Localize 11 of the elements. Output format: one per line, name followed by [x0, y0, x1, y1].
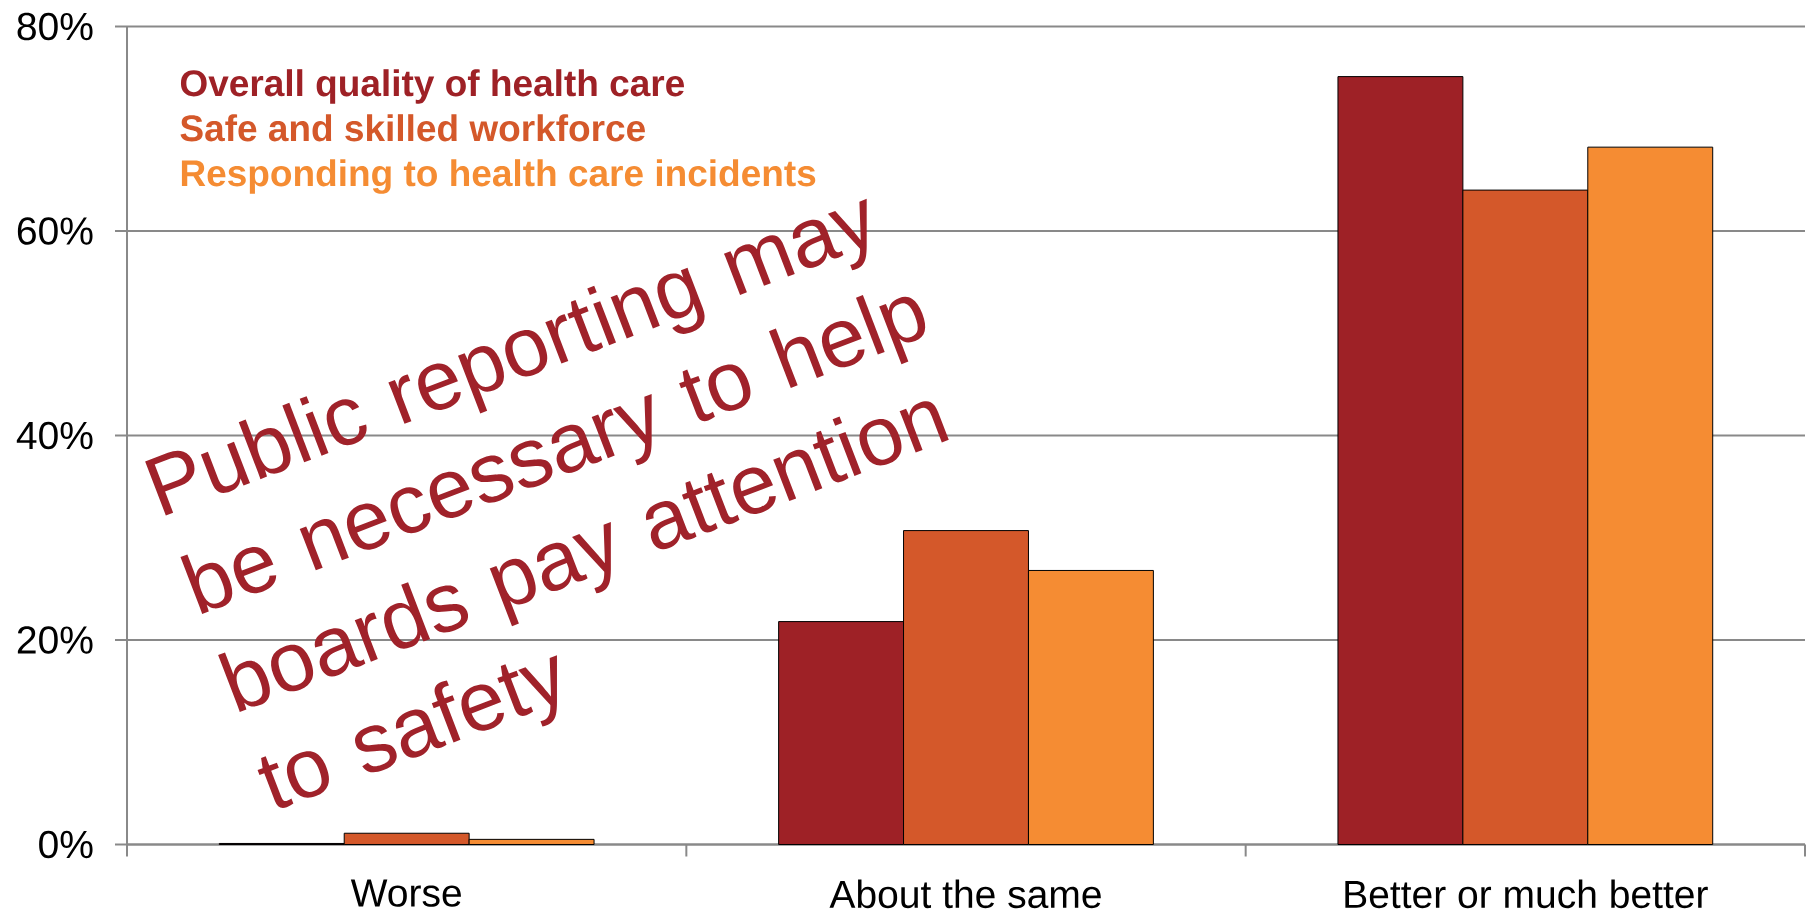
y-tick-label: 0% — [39, 830, 93, 859]
y-tick-label: 40% — [16, 421, 93, 450]
y-tick-label: 60% — [17, 217, 93, 245]
x-tick-label: Better or much better — [1345, 879, 1708, 909]
y-tick-label: 80% — [17, 12, 93, 41]
text: Safe and skilled workforce — [180, 114, 645, 142]
text: Responding to health care incidents — [181, 159, 816, 194]
text: Overall quality of health care — [180, 69, 685, 104]
y-tick-label: 20% — [17, 626, 93, 654]
x-tick-label: About the same — [829, 879, 1101, 909]
x-tick-label: Worse — [350, 879, 461, 907]
